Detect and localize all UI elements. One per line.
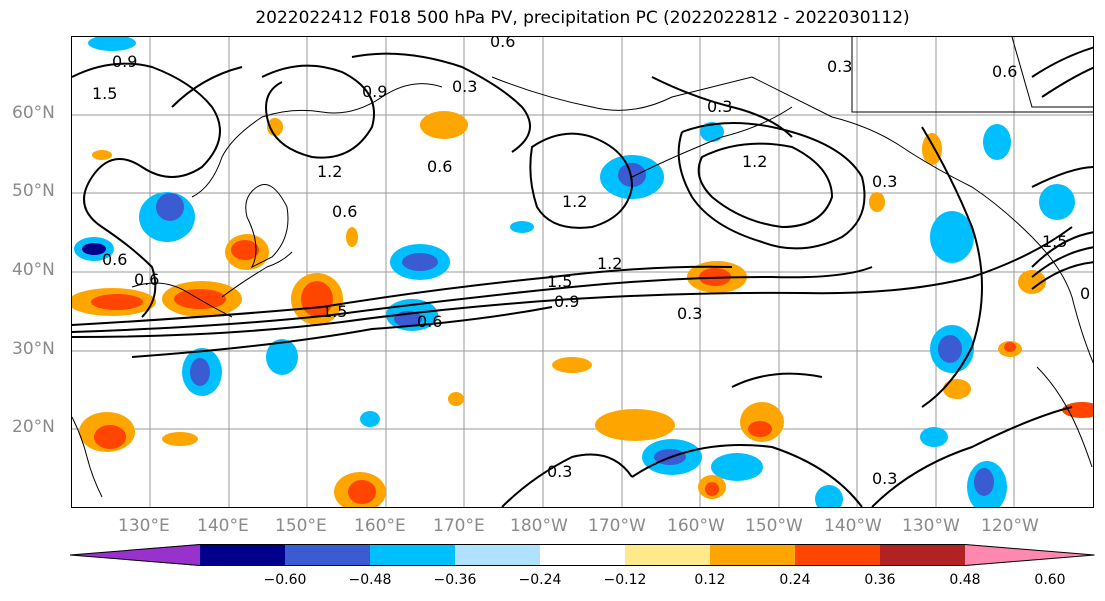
colorbar-segment <box>625 544 711 566</box>
colorbar-tick: −0.12 <box>603 572 647 588</box>
colorbar-segment <box>455 544 541 566</box>
lat-label: 30°N <box>12 339 55 359</box>
map-canvas: 0.9 0.6 1.5 0.9 0.3 0.3 0.3 1.2 0.6 0.6 … <box>72 37 1093 507</box>
lat-label: 60°N <box>12 103 55 123</box>
colorbar-segment <box>795 544 881 566</box>
colorbar-segment <box>540 544 626 566</box>
lon-label: 150°W <box>745 516 803 536</box>
colorbar-extension-max <box>965 544 1095 566</box>
lon-label: 160°W <box>667 516 725 536</box>
contour-label: 0.6 <box>992 62 1017 81</box>
contour-label: 1.5 <box>322 302 347 321</box>
lon-label: 160°E <box>354 516 406 536</box>
lon-label: 170°E <box>433 516 485 536</box>
colorbar-tick: 0.12 <box>694 572 726 588</box>
contour-label: 0.9 <box>112 52 137 71</box>
colorbar-tick: −0.60 <box>263 572 307 588</box>
colorbar-segment <box>370 544 456 566</box>
colorbar-segments <box>70 544 1095 566</box>
contour-label: 1.2 <box>742 152 767 171</box>
lon-label: 150°E <box>275 516 327 536</box>
colorbar-tick: −0.36 <box>433 572 477 588</box>
contour-label: 0.6 <box>332 202 357 221</box>
contour-label: 0.3 <box>827 57 852 76</box>
colorbar-segment <box>710 544 796 566</box>
contour-label: 0.3 <box>677 304 702 323</box>
lon-label: 130°W <box>902 516 960 536</box>
colorbar-tick: −0.48 <box>348 572 392 588</box>
lat-label: 20°N <box>12 417 55 437</box>
contour-label-group: 0.9 0.6 1.5 0.9 0.3 0.3 0.3 1.2 0.6 0.6 … <box>92 37 1090 488</box>
contour-label: 0.3 <box>707 97 732 116</box>
lon-label: 140°W <box>824 516 882 536</box>
colorbar <box>70 544 1095 566</box>
contour-label: 0.9 <box>362 82 387 101</box>
contour-label: 1.5 <box>547 272 572 291</box>
contour-label: 1.2 <box>562 192 587 211</box>
contour-label: 0.3 <box>872 172 897 191</box>
chart-title: 2022022412 F018 500 hPa PV, precipitatio… <box>255 8 910 28</box>
colorbar-tick: 0.60 <box>1034 572 1066 588</box>
lat-label: 40°N <box>12 260 55 280</box>
contour-label: 0 <box>1080 284 1090 303</box>
contour-label: 0.9 <box>554 292 579 311</box>
lat-label: 50°N <box>12 181 55 201</box>
contour-label: 0.3 <box>547 462 572 481</box>
contour-label: 1.5 <box>92 84 117 103</box>
colorbar-tick: 0.24 <box>779 572 811 588</box>
colorbar-segment <box>200 544 286 566</box>
contour-label: 1.2 <box>317 162 342 181</box>
contour-label: 1.5 <box>1042 232 1067 251</box>
contour-label: 0.6 <box>490 37 515 51</box>
colorbar-extension-min <box>70 544 200 566</box>
colorbar-tick: 0.36 <box>864 572 896 588</box>
contour-label: 0.6 <box>417 312 442 331</box>
coastlines <box>72 37 1093 498</box>
contour-label: 0.6 <box>134 270 159 289</box>
map-panel: 0.9 0.6 1.5 0.9 0.3 0.3 0.3 1.2 0.6 0.6 … <box>71 36 1094 508</box>
colorbar-tick: 0.48 <box>949 572 981 588</box>
pv-contours <box>72 46 1093 507</box>
contour-label: 0.3 <box>452 77 477 96</box>
lon-label: 130°E <box>118 516 170 536</box>
contour-label: 1.2 <box>597 254 622 273</box>
colorbar-tick: −0.24 <box>518 572 562 588</box>
contour-label: 0.6 <box>102 250 127 269</box>
lon-label: 140°E <box>197 516 249 536</box>
colorbar-outline <box>70 544 1095 566</box>
lon-label: 180°W <box>510 516 568 536</box>
lon-label: 170°W <box>588 516 646 536</box>
colorbar-segment <box>285 544 371 566</box>
lon-label: 120°W <box>981 516 1039 536</box>
contour-label: 0.3 <box>872 469 897 488</box>
contour-label: 0.6 <box>427 157 452 176</box>
colorbar-segment <box>880 544 966 566</box>
